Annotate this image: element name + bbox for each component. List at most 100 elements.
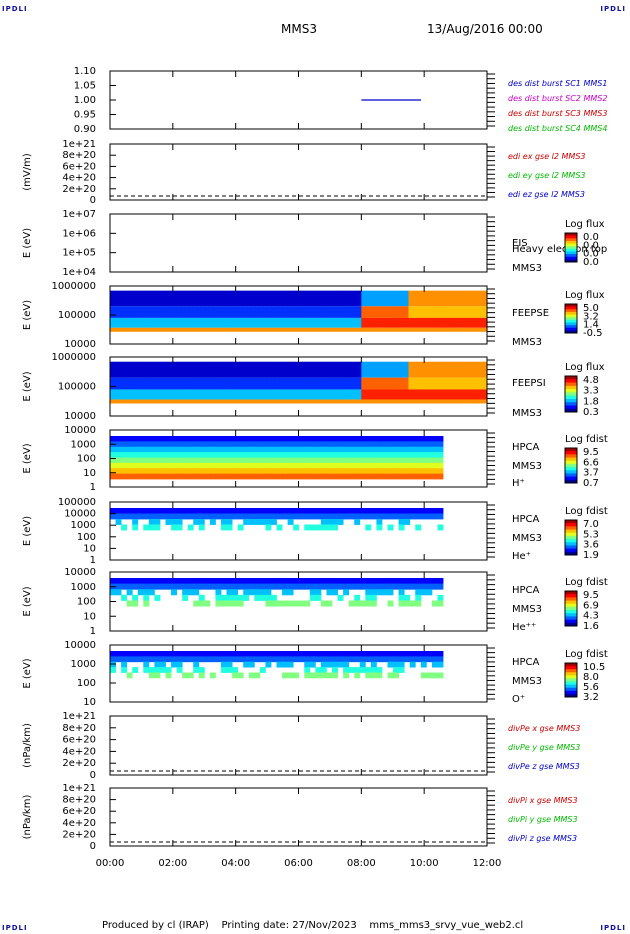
spectrogram-cell (145, 317, 150, 328)
colorbar-step (565, 398, 577, 403)
spectrogram-cell (315, 446, 322, 453)
spectrogram-cell (343, 583, 350, 590)
spectrogram-cell (398, 651, 405, 657)
spectrogram-cell (349, 306, 354, 318)
spectrogram-cell (219, 306, 225, 318)
spectrogram-cell (475, 399, 480, 404)
x-tick-label: 02:00 (158, 858, 187, 869)
spectrogram-cell (259, 462, 266, 469)
legend-entry: divPi y gse MMS3 (508, 815, 578, 824)
spectrogram-cell (208, 377, 213, 390)
colorbar-tick-label: 5.3 (583, 529, 599, 540)
spectrogram-cell (129, 327, 135, 332)
spectrogram-cell (270, 436, 277, 442)
spectrogram-cell (420, 361, 425, 378)
spectrogram-cell (298, 508, 305, 514)
spectrogram-cell (404, 578, 411, 585)
spectrogram-cell (159, 656, 166, 663)
spectrogram-cell (121, 441, 128, 448)
spectrogram-cell (314, 399, 319, 404)
spectrogram-cell (443, 317, 449, 328)
spectrogram-cell (420, 457, 427, 464)
spectrogram-cell (282, 462, 289, 469)
spectrogram-cell (420, 651, 427, 657)
spectrogram-cell (381, 441, 388, 448)
spectrogram-cell (310, 317, 315, 328)
spectrogram-cell (431, 508, 438, 514)
spectrogram-cell (271, 327, 276, 332)
spectrogram-cell (164, 399, 170, 404)
spectrogram-cell (145, 290, 150, 307)
spectrogram-cell (349, 399, 354, 404)
spectrogram-cell (431, 513, 438, 520)
spectrogram-cell (232, 473, 239, 480)
spectrogram-cell (359, 473, 366, 480)
spectrogram-cell (315, 473, 322, 480)
spectrogram-hpca_he (110, 508, 444, 531)
spectrogram-cell (143, 462, 150, 469)
spectrogram-cell (133, 327, 138, 332)
spectrogram-cell (387, 462, 394, 469)
spectrogram-cell (219, 399, 225, 404)
spectrogram-cell (326, 651, 333, 657)
spectrogram-cell (420, 578, 427, 585)
spectrogram-cell (443, 377, 449, 390)
colorbar-step (565, 470, 577, 474)
spectrogram-cell (437, 594, 444, 601)
instrument-label: EIS (512, 238, 528, 249)
instrument-label: MMS3 (512, 604, 542, 615)
colorbar-step (565, 460, 577, 465)
spectrogram-cell (393, 446, 400, 453)
spectrogram-cell (345, 327, 351, 332)
spectrogram-cell (326, 462, 333, 469)
spectrogram-cell (376, 473, 383, 480)
spectrogram-cell (113, 399, 119, 404)
spectrogram-cell (314, 306, 319, 318)
spectrogram-cell (198, 656, 205, 663)
spectrogram-cell (215, 600, 222, 607)
spectrogram-cell (370, 583, 377, 590)
spectrogram-cell (248, 436, 255, 442)
spectrogram-cell (176, 578, 183, 585)
spectrogram-cell (337, 508, 344, 514)
y-tick-label: 1.00 (74, 95, 96, 106)
spectrogram-cell (381, 446, 388, 453)
spectrogram-cell (115, 441, 122, 448)
spectrogram-cell (270, 578, 277, 585)
spectrogram-cell (221, 513, 227, 520)
spectrogram-cell (408, 361, 413, 378)
spectrogram-cell (132, 651, 139, 657)
y-tick-label: 2e+20 (62, 829, 96, 840)
spectrogram-cell (365, 473, 372, 480)
spectrogram-cell (320, 656, 327, 663)
spectrogram-cell (254, 473, 261, 480)
colorbar-step (565, 663, 577, 667)
spectrogram-cell (125, 290, 131, 307)
spectrogram-cell (455, 306, 461, 318)
spectrogram-cell (294, 377, 299, 390)
spectrogram-cell (154, 436, 161, 442)
spectrogram-cell (293, 436, 300, 442)
spectrogram-cell (354, 578, 361, 585)
spectrogram-cell (318, 290, 323, 307)
spectrogram-feepse (110, 290, 488, 332)
spectrogram-cell (408, 327, 413, 332)
spectrogram-cell (380, 306, 386, 318)
spectrogram-cell (209, 441, 216, 448)
spectrogram-cell (243, 290, 248, 307)
spectrogram-cell (129, 361, 135, 378)
spectrogram-cell (176, 290, 182, 307)
spectrogram-cell (259, 468, 266, 475)
spectrogram-cell (208, 399, 213, 404)
spectrogram-cell (117, 306, 123, 318)
spectrogram-cell (209, 651, 216, 657)
spectrogram-cell (282, 672, 289, 679)
spectrogram-cell (171, 446, 178, 453)
spectrogram-cell (439, 377, 445, 390)
spectrogram-cell (161, 306, 166, 318)
spectrogram-cell (287, 600, 294, 607)
colorbar-step (565, 684, 577, 689)
y-axis-label: E (eV) (22, 300, 33, 330)
spectrogram-cell (148, 589, 155, 596)
spectrogram-cell (121, 661, 128, 668)
